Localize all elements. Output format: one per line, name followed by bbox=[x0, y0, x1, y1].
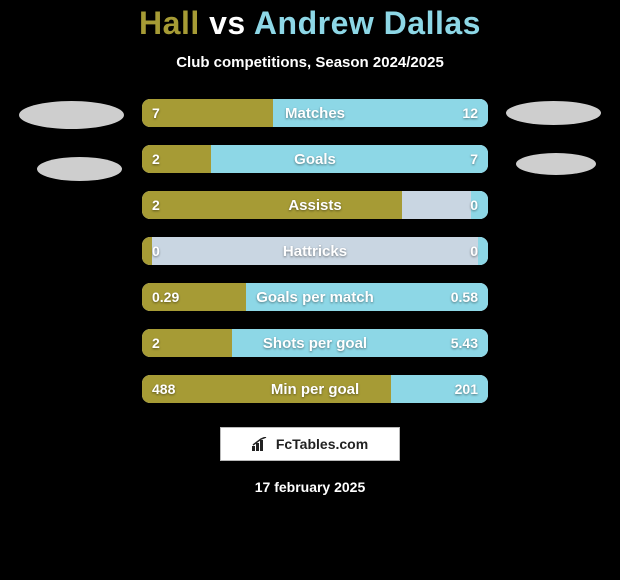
placeholder-ellipse bbox=[19, 101, 124, 129]
stat-label: Goals per match bbox=[142, 283, 488, 311]
title-vs: vs bbox=[209, 5, 246, 41]
stat-label: Goals bbox=[142, 145, 488, 173]
footer-date: 17 february 2025 bbox=[255, 479, 366, 495]
source-badge: FcTables.com bbox=[220, 427, 400, 461]
chart-area: 712Matches 27Goals 20Assists 00Hattricks 0.2… bbox=[0, 99, 620, 403]
placeholder-ellipse bbox=[516, 153, 596, 175]
stat-label: Min per goal bbox=[142, 375, 488, 403]
stat-row: 20Assists bbox=[142, 191, 488, 219]
comparison-bars: 712Matches 27Goals 20Assists 00Hattricks 0.2… bbox=[142, 99, 488, 403]
placeholder-ellipse bbox=[37, 157, 122, 181]
stat-label: Shots per goal bbox=[142, 329, 488, 357]
stat-row: 488201Min per goal bbox=[142, 375, 488, 403]
right-placeholder-avatars bbox=[506, 99, 601, 403]
stat-row: 0.290.58Goals per match bbox=[142, 283, 488, 311]
left-placeholder-avatars bbox=[19, 99, 124, 403]
title-player2: Andrew Dallas bbox=[254, 5, 481, 41]
stat-row: 25.43Shots per goal bbox=[142, 329, 488, 357]
title-player1: Hall bbox=[139, 5, 200, 41]
stat-label: Hattricks bbox=[142, 237, 488, 265]
source-badge-text: FcTables.com bbox=[276, 436, 368, 452]
stat-row: 00Hattricks bbox=[142, 237, 488, 265]
stat-label: Assists bbox=[142, 191, 488, 219]
stat-row: 27Goals bbox=[142, 145, 488, 173]
stat-row: 712Matches bbox=[142, 99, 488, 127]
subtitle: Club competitions, Season 2024/2025 bbox=[176, 54, 444, 71]
stat-label: Matches bbox=[142, 99, 488, 127]
chart-icon bbox=[252, 437, 270, 451]
page-title: Hall vs Andrew Dallas bbox=[139, 5, 481, 42]
placeholder-ellipse bbox=[506, 101, 601, 125]
comparison-infographic: Hall vs Andrew Dallas Club competitions,… bbox=[0, 0, 620, 580]
